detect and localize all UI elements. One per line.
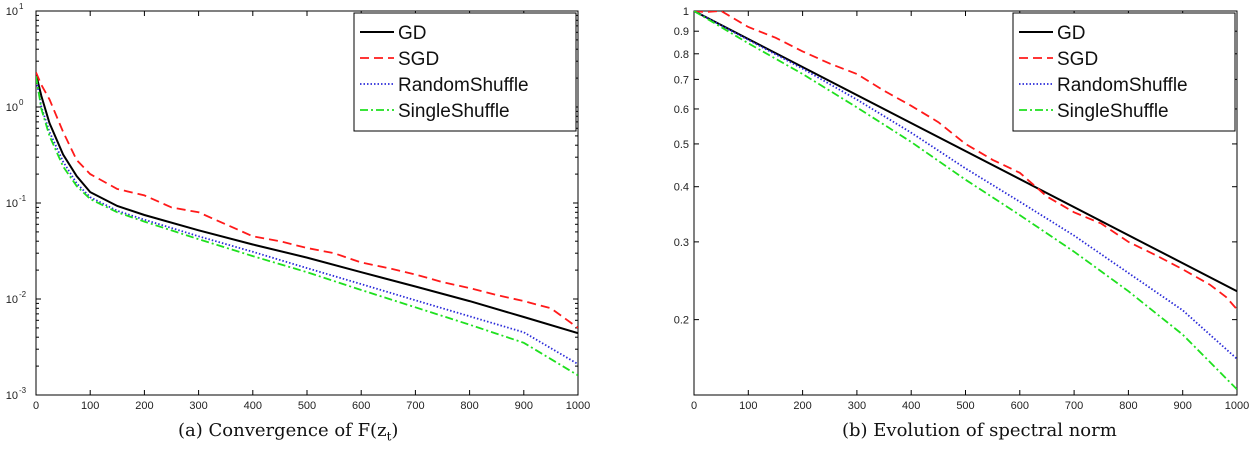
x-tick-label: 200 <box>793 400 811 412</box>
series-line-gd <box>694 11 1237 293</box>
x-tick-label: 900 <box>515 400 533 412</box>
y-tick-exponent: 0 <box>19 98 24 107</box>
y-tick-label: 0.7 <box>674 74 689 86</box>
y-tick-label: 0.2 <box>674 315 689 327</box>
x-tick-label: 800 <box>460 400 478 412</box>
x-tick-label: 100 <box>739 400 757 412</box>
x-tick-label: 700 <box>1065 400 1083 412</box>
series-line-singleshuffle <box>694 11 1237 391</box>
y-tick-label: 10 <box>6 294 18 306</box>
x-tick-label: 500 <box>956 400 974 412</box>
x-tick-label: 800 <box>1119 400 1137 412</box>
x-tick-label: 600 <box>352 400 370 412</box>
x-tick-label: 400 <box>902 400 920 412</box>
caption-a: (a) Convergence of F(zt) <box>178 420 398 444</box>
legend-label: SGD <box>398 49 439 70</box>
x-tick-label: 500 <box>298 400 316 412</box>
y-tick-exponent: -1 <box>19 194 27 203</box>
chart-b: 0 100 200 300 400 500 600 700 800 900 1000 1 0.9 0.8 0… <box>674 6 1250 412</box>
legend-box <box>353 12 577 132</box>
y-tick-exponent: -3 <box>19 386 27 395</box>
y-tick-label: 10 <box>6 102 18 114</box>
caption-a-tail: ) <box>391 420 399 441</box>
legend-label: SGD <box>1057 49 1098 70</box>
y-tick-label: 0.9 <box>674 26 689 38</box>
y-tick-label: 10 <box>6 6 18 18</box>
caption-a-text: (a) Convergence of F(z <box>178 420 387 441</box>
legend-label: SingleShuffle <box>1057 101 1169 122</box>
y-tick-label: 0.6 <box>674 104 689 116</box>
x-tick-label: 1000 <box>1225 400 1249 412</box>
legend-label: RandomShuffle <box>398 75 529 96</box>
y-tick-label: 1 <box>683 6 689 18</box>
series-line-singleshuffle <box>36 75 578 377</box>
x-tick-label: 1000 <box>566 400 590 412</box>
series-line-randomshuffle <box>694 11 1237 360</box>
y-tick-label: 0.8 <box>674 49 689 61</box>
x-tick-label: 700 <box>406 400 424 412</box>
series-line-sgd <box>694 11 1237 310</box>
x-tick-label: 300 <box>189 400 207 412</box>
x-tick-label: 600 <box>1011 400 1029 412</box>
y-tick-label: 10 <box>6 198 18 210</box>
y-tick-exponent: -2 <box>19 290 27 299</box>
y-tick-label: 0.5 <box>674 139 689 151</box>
y-tick-label: 0.3 <box>674 237 689 249</box>
x-tick-label: 0 <box>691 400 697 412</box>
y-tick-label: 0.4 <box>674 182 689 194</box>
x-tick-label: 300 <box>848 400 866 412</box>
legend-label: GD <box>398 23 427 44</box>
x-tick-label: 200 <box>135 400 153 412</box>
caption-b: (b) Evolution of spectral norm <box>842 420 1117 441</box>
caption-a-subscript: t <box>386 429 392 444</box>
y-tick-label: 10 <box>6 390 18 402</box>
legend-label: GD <box>1057 23 1086 44</box>
legend-label: SingleShuffle <box>398 101 510 122</box>
x-tick-label: 400 <box>244 400 262 412</box>
x-tick-label: 0 <box>33 400 39 412</box>
legend-label: RandomShuffle <box>1057 75 1188 96</box>
series-line-sgd <box>36 71 578 329</box>
x-tick-label: 900 <box>1174 400 1192 412</box>
y-tick-exponent: 1 <box>19 2 24 11</box>
x-tick-label: 100 <box>81 400 99 412</box>
series-line-gd <box>36 73 578 335</box>
